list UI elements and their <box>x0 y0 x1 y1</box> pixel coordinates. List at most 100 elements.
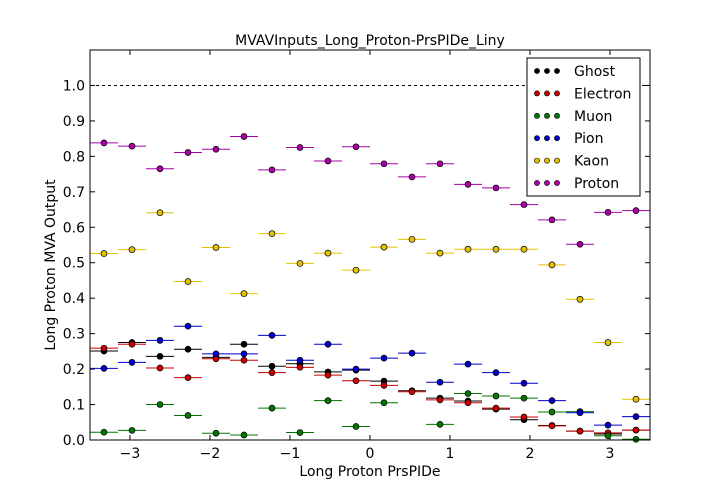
data-point <box>604 432 612 440</box>
y-tick-label: 0.8 <box>63 149 85 165</box>
data-point <box>156 401 164 408</box>
legend-marker <box>534 135 540 142</box>
data-point <box>156 209 164 217</box>
data-point <box>324 340 332 348</box>
legend-box <box>526 57 641 197</box>
data-point <box>380 354 388 362</box>
y-axis-label: Long Proton MVA Output <box>43 179 59 351</box>
data-point <box>436 378 444 386</box>
legend-marker <box>554 157 560 164</box>
data-point <box>240 340 248 348</box>
data-point <box>100 250 108 257</box>
data-point <box>240 133 248 140</box>
legend-marker <box>534 90 540 97</box>
data-point <box>212 429 220 437</box>
data-point <box>128 359 136 366</box>
data-point <box>128 427 136 434</box>
y-tick-label: 0.3 <box>63 327 85 343</box>
data-point <box>408 173 416 181</box>
data-point <box>436 421 444 428</box>
data-point <box>408 349 416 357</box>
data-point <box>128 142 136 150</box>
data-point <box>632 207 640 214</box>
data-point <box>212 145 220 153</box>
data-point <box>492 369 500 376</box>
data-point <box>296 429 304 436</box>
x-tick-label: −2 <box>200 446 221 462</box>
data-point <box>604 209 612 216</box>
data-point <box>324 371 332 379</box>
data-point <box>268 369 276 376</box>
data-point <box>464 360 472 368</box>
legend-entry: Muon <box>534 109 612 125</box>
data-point <box>184 322 192 330</box>
x-tick-label: −3 <box>120 446 141 462</box>
legend-entry: Proton <box>534 176 619 192</box>
legend-label: Ghost <box>574 64 616 80</box>
data-point <box>520 245 528 253</box>
data-point <box>212 244 220 251</box>
data-point <box>576 240 584 248</box>
data-point <box>240 350 248 358</box>
data-point <box>408 235 416 243</box>
legend: Ghost Electron Muon Pion Kaon Proton <box>526 57 641 197</box>
series-muon <box>90 390 650 443</box>
data-point <box>548 397 556 404</box>
data-point <box>184 278 192 285</box>
legend-marker <box>554 90 560 97</box>
legend-marker <box>544 135 550 142</box>
legend-marker <box>544 112 550 119</box>
y-tick-label: 0.1 <box>63 398 85 414</box>
data-point <box>100 344 108 352</box>
x-tick-label: 1 <box>446 446 455 462</box>
data-point <box>520 379 528 387</box>
data-point <box>464 399 472 407</box>
data-point <box>604 339 612 346</box>
data-point <box>268 404 276 412</box>
data-point <box>380 399 388 407</box>
data-point <box>520 413 528 421</box>
series-electron <box>90 340 650 437</box>
data-point <box>436 249 444 257</box>
y-tick-label: 0.6 <box>63 220 85 236</box>
legend-marker <box>554 180 560 186</box>
legend-marker <box>534 180 540 186</box>
x-axis-label: Long Proton PrsPIDe <box>299 464 440 480</box>
data-point <box>296 144 304 151</box>
legend-marker <box>554 135 560 142</box>
data-point <box>632 426 640 434</box>
legend-marker <box>554 68 560 74</box>
legend-marker <box>544 68 550 74</box>
data-point <box>548 261 556 269</box>
y-tick-label: 0.2 <box>63 362 85 378</box>
data-point <box>436 160 444 168</box>
x-tick-label: 0 <box>366 446 375 462</box>
data-point <box>100 139 108 147</box>
data-point <box>296 356 304 364</box>
data-point <box>352 365 360 373</box>
data-point <box>492 404 500 412</box>
data-point <box>548 422 556 430</box>
data-point <box>128 340 136 348</box>
x-tick-label: 3 <box>606 446 615 462</box>
data-point <box>380 382 388 389</box>
legend-label: Muon <box>574 109 612 125</box>
data-point <box>492 245 500 253</box>
data-point <box>464 390 472 397</box>
data-point <box>128 246 136 253</box>
data-point <box>352 423 360 430</box>
data-point <box>324 249 332 257</box>
legend-label: Kaon <box>574 154 609 170</box>
data-point <box>632 435 640 443</box>
data-point <box>156 165 164 173</box>
legend-marker <box>544 180 550 186</box>
data-point <box>548 216 556 224</box>
data-point <box>100 365 108 372</box>
legend-entry: Ghost <box>534 64 616 80</box>
data-point <box>408 388 416 396</box>
data-point <box>436 396 444 404</box>
legend-label: Proton <box>574 176 619 192</box>
data-point <box>520 201 528 208</box>
legend-entry: Electron <box>534 86 631 102</box>
